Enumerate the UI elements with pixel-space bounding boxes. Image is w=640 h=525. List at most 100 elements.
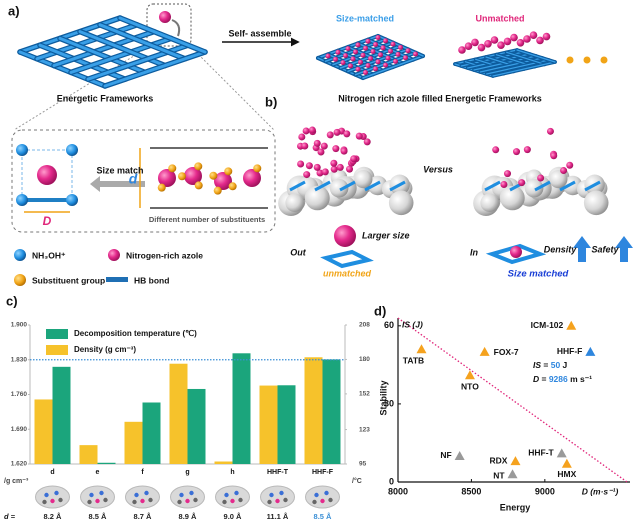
y2-tick-label: 208	[359, 322, 370, 329]
label: d	[129, 171, 138, 187]
azole-ball	[471, 38, 479, 47]
point-label: HHF-T	[528, 448, 554, 458]
atom	[189, 490, 194, 496]
point-label: ICM-102	[531, 320, 564, 330]
annotation-part: =	[541, 360, 551, 370]
caption: Energetic Frameworks	[57, 93, 154, 103]
atom	[42, 499, 47, 505]
azole-ball	[158, 169, 176, 187]
spacing-value: 8.7 Å	[134, 512, 153, 521]
label: Size-matched	[336, 13, 394, 23]
azole-ball	[365, 63, 371, 68]
azole-atom	[313, 139, 321, 147]
atom	[269, 492, 274, 498]
atom	[320, 498, 325, 504]
substituent	[228, 182, 237, 191]
point	[566, 320, 577, 330]
lattice-bar	[98, 23, 187, 61]
bar	[79, 445, 98, 464]
y2-tick-label: 123	[359, 426, 370, 433]
panel-label: d)	[374, 303, 386, 318]
x-tick-label: 8500	[461, 486, 481, 496]
point-label: NT	[493, 470, 505, 480]
substituent	[157, 183, 166, 192]
azole-ball	[348, 63, 353, 69]
y-tick-label: 1.620	[11, 461, 28, 468]
bar	[187, 388, 206, 464]
label: Size matched	[508, 269, 569, 280]
azole-ball	[375, 35, 381, 40]
azole-ball	[355, 42, 361, 48]
label: D	[43, 214, 52, 228]
cation-cloud	[305, 185, 330, 211]
spacing-value: 11.1 Å	[267, 512, 289, 521]
annotation-part: m s⁻¹	[568, 374, 592, 384]
azole-atom	[340, 147, 348, 155]
molecule-surface	[215, 485, 250, 509]
bar	[277, 385, 296, 464]
substituent	[194, 162, 203, 171]
azole-ball	[388, 48, 393, 54]
cation-cloud	[524, 178, 544, 198]
atom	[283, 497, 288, 503]
azole-atom	[305, 162, 313, 170]
atom	[234, 490, 239, 496]
azole-atom	[363, 138, 371, 146]
azole-atom	[332, 145, 340, 153]
azole-atom	[313, 163, 321, 171]
azole-atom	[298, 133, 306, 141]
azole-atom	[504, 170, 512, 178]
molecule-surface	[35, 485, 70, 509]
y-tick-label: 1.760	[11, 391, 28, 398]
azole-atom	[336, 163, 344, 171]
x-tick-label: d	[50, 469, 54, 476]
azole-ball	[380, 45, 386, 51]
legend-icon	[106, 277, 128, 282]
legend-label: HB bond	[134, 275, 169, 285]
y-tick-label: 1.690	[11, 426, 28, 433]
point	[479, 346, 490, 356]
hb-bond	[364, 180, 381, 192]
annotation: D = 9286 m s⁻¹	[533, 374, 592, 384]
dot	[583, 56, 591, 64]
lattice-bar	[516, 49, 556, 63]
up-arrow	[573, 236, 591, 262]
annotation-part: J	[560, 360, 567, 370]
azole-ball	[490, 36, 499, 44]
atom	[312, 499, 317, 505]
panel-label: c)	[6, 293, 18, 308]
label: Out	[290, 247, 306, 257]
substituent	[224, 167, 233, 176]
azole-ball	[343, 53, 348, 59]
label: Unmatched	[475, 13, 524, 23]
spacing-value: 8.5 Å	[89, 512, 108, 521]
caption: Nitrogen rich azole filled Energetic Fra…	[338, 93, 542, 103]
azole-ball	[536, 36, 544, 45]
atom	[314, 492, 319, 498]
azole-atom	[355, 132, 363, 140]
legend-icon	[14, 274, 26, 286]
azole-ball	[159, 11, 171, 23]
azole-ball	[477, 43, 486, 52]
azole-atom	[566, 161, 574, 169]
legend-label: Substituent group	[32, 275, 105, 285]
bar	[304, 357, 323, 464]
bar	[232, 353, 251, 464]
azole-ball	[510, 33, 518, 42]
azole-ball	[37, 165, 57, 185]
atom	[185, 498, 190, 504]
y-tick-label: 0	[389, 476, 394, 486]
azole-ball	[373, 66, 378, 72]
azole-ball	[484, 40, 492, 48]
legend-swatch	[46, 345, 68, 355]
label: Size match	[96, 165, 143, 175]
atom	[222, 499, 227, 505]
label: Versus	[423, 164, 453, 174]
azole-ball	[373, 42, 378, 47]
lattice-bar	[362, 55, 424, 79]
spacing-value: 9.0 Å	[224, 512, 243, 521]
azole-atom	[492, 146, 500, 154]
atom	[238, 497, 243, 503]
cation-cloud	[354, 169, 373, 189]
